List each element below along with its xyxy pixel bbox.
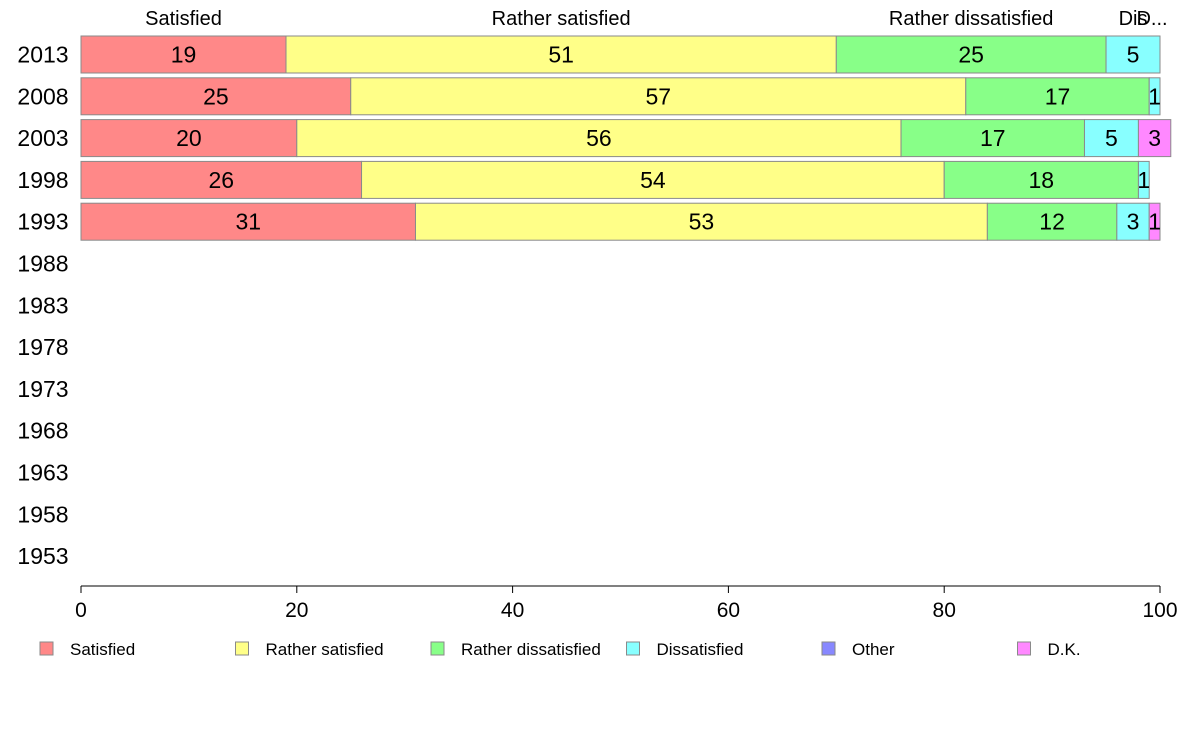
bar-value-label: 25 — [203, 83, 229, 109]
y-tick-label: 1983 — [17, 292, 68, 318]
legend-label: Rather dissatisfied — [461, 640, 601, 659]
bar-segment — [1148, 77, 1161, 116]
y-tick-label: 2013 — [17, 42, 68, 68]
legend-label: D.K. — [1048, 640, 1081, 659]
x-tick-label: 40 — [501, 599, 524, 622]
bar-value-label: 18 — [1029, 167, 1055, 193]
bar-value-label: 54 — [640, 167, 666, 193]
bar-value-label: 3 — [1127, 209, 1140, 235]
top-category-label: Rather dissatisfied — [889, 8, 1054, 30]
bar-segment — [296, 119, 902, 158]
top-category-labels: Satisfied Rather satisfied Rather dissatis… — [145, 8, 1167, 30]
legend-label: Satisfied — [70, 640, 135, 659]
bar-segment — [1116, 202, 1150, 241]
y-tick-label: 1988 — [17, 251, 68, 277]
y-tick-label: 1963 — [17, 460, 68, 486]
bar-segment — [1148, 202, 1161, 241]
bar-segment — [361, 160, 945, 199]
x-tick-label: 80 — [933, 599, 956, 622]
x-tick-label: 0 — [75, 599, 87, 622]
bar-value-label: 1 — [1148, 83, 1161, 109]
bar-value-label: 51 — [548, 42, 574, 68]
bar-value-label: 3 — [1148, 125, 1161, 151]
bar-value-label: 31 — [235, 209, 261, 235]
bar-segment — [1137, 160, 1150, 199]
bar-value-label: 56 — [586, 125, 612, 151]
bar-value-label: 17 — [980, 125, 1006, 151]
bar-value-label: 26 — [208, 167, 234, 193]
y-tick-label: 1968 — [17, 418, 68, 444]
bar-value-label: 25 — [958, 42, 984, 68]
y-tick-label: 2008 — [17, 83, 68, 109]
x-tick-label: 60 — [717, 599, 740, 622]
bar-segment — [80, 160, 363, 199]
y-tick-label: 1993 — [17, 209, 68, 235]
y-tick-label: 1998 — [17, 167, 68, 193]
bar-value-label: 1 — [1137, 167, 1150, 193]
legend-swatch — [39, 641, 54, 656]
y-tick-label: 1973 — [17, 376, 68, 402]
legend-label: Other — [852, 640, 895, 659]
legend-swatch — [235, 641, 249, 656]
bar-value-label: 5 — [1127, 42, 1140, 68]
bar-value-label: 12 — [1039, 209, 1065, 235]
bar-value-label: 57 — [645, 83, 671, 109]
bar-value-label: 17 — [1045, 83, 1071, 109]
top-category-label: D... — [1136, 8, 1167, 30]
bar-value-label: 1 — [1148, 209, 1161, 235]
top-category-label: Rather satisfied — [492, 8, 631, 30]
legend-label: Rather satisfied — [266, 640, 384, 659]
bar-segment — [285, 35, 837, 74]
bar-segment — [1137, 119, 1172, 158]
bar-value-label: 20 — [176, 125, 202, 151]
bar-value-label: 5 — [1105, 125, 1118, 151]
bar-segment — [80, 119, 298, 158]
legend-swatch — [430, 641, 445, 656]
bar-segment — [414, 202, 988, 241]
y-tick-label: 1958 — [17, 501, 68, 527]
legend-label: Dissatisfied — [657, 640, 744, 659]
bar-segment — [986, 202, 1118, 241]
bar-segment — [350, 77, 967, 116]
legend-swatch — [821, 641, 836, 656]
x-axis: 0 20 40 60 80 100 — [75, 585, 1178, 622]
bar-value-label: 19 — [171, 42, 197, 68]
y-tick-label: 1978 — [17, 334, 68, 360]
y-tick-label: 2003 — [17, 125, 68, 151]
bar-value-label: 53 — [689, 209, 715, 235]
bar-segment — [943, 160, 1139, 199]
x-tick-label: 100 — [1142, 599, 1177, 622]
bar-segment — [80, 77, 352, 116]
bar-segment — [80, 202, 416, 241]
y-tick-label: 1953 — [17, 543, 68, 569]
bar-segment — [1105, 35, 1161, 74]
bars: 19 51 25 525 57 17 120 56 17 5 326 54 18 131 53 12 3 1 — [80, 35, 1172, 241]
bar-segment — [965, 77, 1150, 116]
legend: Satisfied Rather satisfied Rather dissatis… — [39, 640, 1081, 659]
bar-segment — [1083, 119, 1139, 158]
x-tick-label: 20 — [285, 599, 308, 622]
y-axis-labels: 2013 2008 2003 1998 1993 1988 1983 1978 1973 1968… — [17, 42, 68, 570]
legend-swatch — [1017, 641, 1031, 656]
top-category-label: Dis — [1119, 8, 1148, 30]
top-category-label: Satisfied — [145, 8, 222, 30]
legend-swatch — [626, 641, 640, 656]
